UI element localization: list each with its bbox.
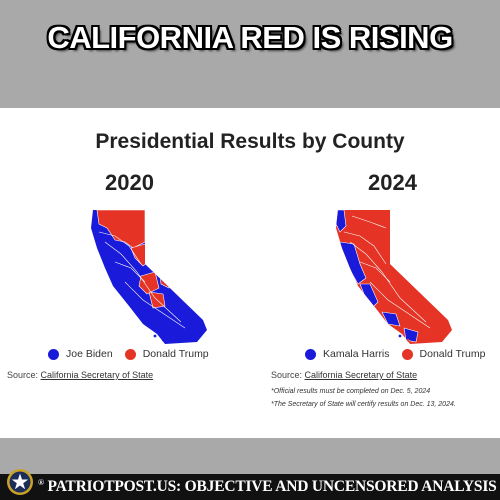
star-seal-icon xyxy=(7,469,33,495)
county-border xyxy=(351,215,387,229)
california-map-2024 xyxy=(336,210,452,344)
legend-dot-red xyxy=(124,348,136,360)
source-link[interactable]: California Secretary of State xyxy=(304,370,418,380)
island-dot xyxy=(161,338,165,342)
island-dot xyxy=(153,334,157,338)
footer-text: ® PATRIOTPOST.US: OBJECTIVE AND UNCENSOR… xyxy=(38,478,497,496)
legend-item-democrat: Joe Biden xyxy=(48,348,113,360)
county-coast-north-blue xyxy=(336,210,347,233)
registered-mark: ® xyxy=(38,478,44,487)
source-link[interactable]: California Secretary of State xyxy=(40,370,154,380)
source-prefix: Source: xyxy=(7,370,41,380)
legend-item-republican: Donald Trump xyxy=(401,348,486,360)
county-la-blue xyxy=(381,311,401,327)
county-north-red xyxy=(96,210,146,249)
source-prefix: Source: xyxy=(271,370,305,380)
header: CALIFORNIA RED IS RISING xyxy=(0,0,500,108)
year-label-2020: 2020 xyxy=(105,170,154,195)
county-border xyxy=(98,231,142,265)
headline: CALIFORNIA RED IS RISING xyxy=(47,20,453,55)
legend-item-republican: Donald Trump xyxy=(124,348,209,360)
island-dot xyxy=(406,338,410,342)
results-card: Presidential Results by County 2020 2024 xyxy=(0,108,500,438)
footer-tagline: PATRIOTPOST.US: OBJECTIVE AND UNCENSORED… xyxy=(47,478,497,495)
source-2020: Source: California Secretary of State xyxy=(7,370,153,380)
county-south-blue xyxy=(403,327,419,343)
legend-label: Joe Biden xyxy=(66,348,113,360)
county-border xyxy=(343,231,387,265)
legend-label: Kamala Harris xyxy=(323,348,390,360)
footer-bar xyxy=(0,474,500,500)
county-central-red xyxy=(138,271,160,295)
county-border xyxy=(124,281,186,329)
california-map-2020 xyxy=(91,210,207,344)
legend-2024: Kamala Harris Donald Trump xyxy=(305,348,497,360)
county-border xyxy=(369,281,431,329)
legend-label: Donald Trump xyxy=(142,348,209,360)
county-central-coast-blue xyxy=(359,283,379,309)
legend-dot-blue xyxy=(48,348,59,360)
island-dot xyxy=(398,334,402,338)
year-label-2024: 2024 xyxy=(368,170,417,195)
county-border xyxy=(104,241,182,323)
legend-label: Donald Trump xyxy=(419,348,486,360)
legend-dot-red xyxy=(401,348,413,360)
county-border xyxy=(349,241,427,323)
legend-2020: Joe Biden Donald Trump xyxy=(48,348,221,360)
source-2024: Source: California Secretary of State xyxy=(271,370,417,380)
footer: ® PATRIOTPOST.US: OBJECTIVE AND UNCENSOR… xyxy=(0,438,500,500)
legend-dot-blue xyxy=(305,348,316,360)
county-border xyxy=(359,261,391,283)
footnote-official-results: *Official results must be completed on D… xyxy=(271,388,431,395)
footnote-certify: *The Secretary of State will certify res… xyxy=(271,401,456,408)
legend-item-democrat: Kamala Harris xyxy=(305,348,390,360)
chart-title: Presidential Results by County xyxy=(95,130,405,153)
county-border xyxy=(114,261,146,283)
